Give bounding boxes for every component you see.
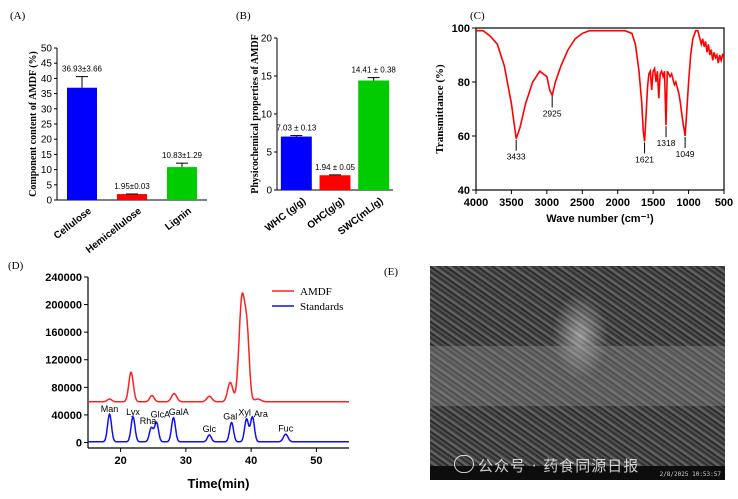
data-label-B-0: 7.03 ± 0.13 (276, 124, 317, 133)
y-tick-label-A: 40 (41, 74, 53, 85)
peak-label-D: Lyx (126, 407, 140, 417)
watermark-text: 公众号 · 药食同源日报 (478, 457, 640, 475)
y-tick-label-D: 80000 (51, 382, 82, 394)
x-tick-label-C: 4000 (464, 197, 488, 209)
y-tick-label-A: 25 (41, 120, 53, 131)
peak-label-D: GlcA (151, 410, 171, 420)
bar-B-0 (280, 136, 312, 190)
y-tick-label-A: 30 (41, 104, 53, 115)
peak-label-D: Gal (223, 412, 237, 422)
sem-texture-band (430, 346, 725, 406)
x-tick-label-A-0: Cellulose (52, 205, 94, 241)
x-tick-label-B-0: WHC (g/g) (263, 196, 308, 234)
peak-label-D: Ara (254, 409, 268, 419)
annotation-label-C: 2925 (543, 109, 562, 119)
x-tick-label-D: 20 (115, 455, 127, 467)
peak-label-D: Rha (140, 416, 157, 426)
y-tick-label-B: 20 (261, 34, 273, 45)
x-tick-label-C: 3500 (499, 197, 523, 209)
legend-label-D-0: AMDF (300, 286, 332, 298)
sem-info-bar: 2/8/2025 10:53:57 (430, 466, 725, 480)
x-axis-label-C: Wave number (cm⁻¹) (546, 213, 654, 225)
y-tick-label-A: 50 (41, 44, 53, 55)
bar-B-1 (319, 175, 351, 190)
panel-label-c: (C) (470, 10, 485, 22)
data-label-B-2: 14.41 ± 0.38 (351, 66, 396, 75)
y-tick-label-B: 0 (266, 186, 272, 197)
x-tick-label-D: 30 (180, 455, 192, 467)
y-tick-label-A: 10 (41, 165, 53, 176)
x-tick-label-C: 2500 (570, 197, 594, 209)
trace-amdf (88, 292, 349, 403)
bar-B-2 (358, 80, 390, 190)
x-tick-label-D: 50 (310, 455, 322, 467)
peak-label-D: Glc (203, 424, 217, 434)
x-tick-label-A-1: Hemicellulose (84, 205, 144, 255)
panel-label-a: (A) (10, 10, 26, 22)
data-label-B-1: 1.94 ± 0.05 (315, 163, 356, 172)
data-label-A-1: 1.95±0.03 (114, 182, 150, 191)
annotation-label-C: 3433 (507, 152, 526, 162)
plot-frame-C (475, 27, 725, 191)
peak-label-D: Fuc (278, 423, 294, 433)
trace-standards (88, 413, 349, 443)
y-axis-label-B: Physicochemical properties of AMDF (250, 34, 261, 194)
x-tick-label-C: 3000 (535, 197, 559, 209)
panel-label-e: (E) (384, 266, 399, 278)
x-tick-label-A-2: Lignin (163, 206, 193, 233)
wechat-icon (454, 455, 474, 473)
annotation-label-C: 1049 (676, 149, 695, 159)
sem-info-text: 2/8/2025 10:53:57 (659, 471, 721, 478)
y-tick-label-C: 60 (458, 131, 470, 143)
x-tick-label-C: 1000 (676, 197, 700, 209)
y-tick-label-D: 240000 (45, 272, 82, 284)
peak-label-D: GalA (169, 407, 189, 417)
bar-A-0 (67, 87, 97, 200)
annotation-label-C: 1621 (635, 154, 654, 164)
peak-label-D: Xyl (238, 408, 251, 418)
x-axis-label-D: Time(min) (188, 476, 250, 491)
y-tick-label-D: 0 (76, 437, 82, 449)
y-tick-label-B: 15 (261, 72, 273, 83)
y-tick-label-D: 200000 (45, 300, 82, 312)
y-tick-label-D: 40000 (51, 410, 82, 422)
y-tick-label-C: 100 (452, 23, 470, 35)
y-tick-label-D: 160000 (45, 327, 82, 339)
y-tick-label-A: 45 (41, 59, 53, 70)
y-tick-label-D: 120000 (45, 355, 82, 367)
data-label-A-0: 36.93±3.66 (62, 65, 103, 74)
y-tick-label-A: 20 (41, 135, 53, 146)
y-tick-label-A: 0 (46, 196, 52, 207)
x-tick-label-C: 2000 (605, 197, 629, 209)
y-tick-label-A: 5 (46, 180, 52, 191)
y-axis-label-A: Component content of AMDF (%) (28, 51, 39, 197)
panel-label-b: (B) (236, 10, 251, 22)
x-tick-label-C: 500 (715, 197, 733, 209)
panel-label-d: (D) (8, 260, 24, 272)
bar-A-2 (167, 167, 197, 200)
x-tick-label-C: 1500 (641, 197, 665, 209)
y-tick-label-A: 15 (41, 150, 53, 161)
y-tick-label-B: 5 (266, 148, 272, 159)
data-label-A-2: 10.83±1.29 (162, 151, 203, 160)
y-axis-label-C: Transmittance (%) (434, 64, 446, 154)
bar-A-1 (117, 194, 147, 200)
y-tick-label-B: 10 (261, 110, 273, 121)
y-tick-label-C: 80 (458, 77, 470, 89)
x-tick-label-D: 40 (245, 455, 257, 467)
annotation-label-C: 1318 (657, 138, 676, 148)
y-tick-label-C: 40 (458, 185, 470, 197)
y-tick-label-A: 35 (41, 89, 53, 100)
peak-label-D: Man (101, 404, 119, 414)
sem-micrograph: 2/8/2025 10:53:57 (430, 266, 725, 480)
ftir-curve (476, 29, 725, 142)
legend-label-D-1: Standards (300, 301, 343, 313)
